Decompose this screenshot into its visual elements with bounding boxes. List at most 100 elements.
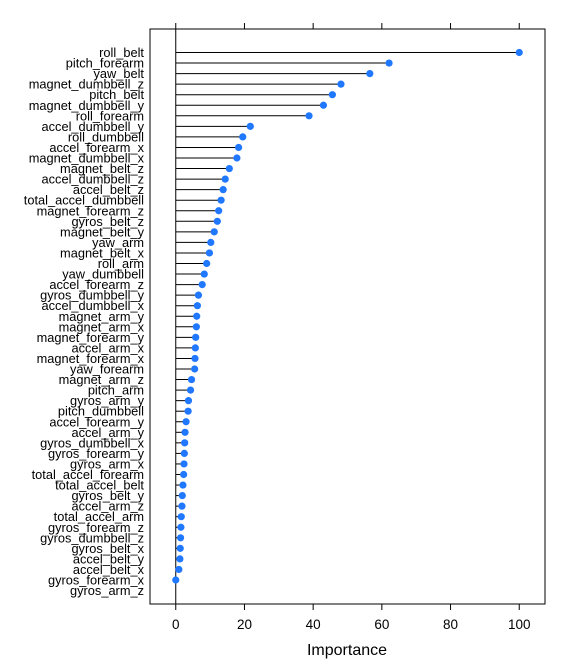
data-point (366, 70, 374, 78)
category-label: magnet_forearm_z (37, 203, 144, 218)
category-label: magnet_arm_z (59, 372, 144, 387)
category-label: accel_belt_x (73, 562, 145, 577)
data-point (225, 164, 233, 173)
data-point (178, 492, 186, 500)
data-point (215, 207, 223, 215)
x-axis-title: Importance (307, 642, 387, 659)
data-point (305, 112, 313, 120)
category-label: gyros_dumbbell_z (40, 530, 144, 545)
data-point (180, 449, 188, 457)
category-label: magnet_dumbbell_z (29, 77, 144, 92)
category-label: total_accel_belt (55, 478, 144, 493)
category-label: pitch_forearm (66, 56, 144, 71)
data-point (182, 418, 190, 426)
x-tick-label: 0 (172, 617, 180, 632)
data-point (235, 143, 243, 152)
data-point (239, 133, 247, 141)
category-label: gyros_belt_z (71, 214, 144, 229)
data-point (176, 534, 185, 542)
plot-frame (149, 28, 546, 605)
category-label: gyros_forearm_z (48, 520, 144, 535)
category-label: gyros_belt_x (71, 541, 144, 556)
category-label: magnet_belt_z (60, 161, 144, 176)
x-tick-label: 80 (443, 617, 458, 632)
category-label: accel_forearm_x (49, 140, 144, 155)
category-label: roll_arm (98, 256, 144, 271)
category-label: accel_dumbbell_z (42, 172, 144, 187)
data-point (200, 270, 208, 278)
data-point (246, 122, 254, 130)
category-label: roll_belt (99, 45, 144, 60)
data-point (176, 544, 184, 552)
data-point (221, 175, 229, 183)
data-point (181, 439, 189, 447)
category-label: gyros_dumbbell_x (40, 435, 144, 450)
data-point (172, 576, 180, 584)
category-label: pitch_belt (89, 87, 144, 102)
category-label: gyros_belt_y (71, 488, 144, 503)
data-point (198, 281, 206, 289)
category-label: gyros_arm_y (70, 393, 145, 408)
data-point (205, 249, 214, 257)
category-label: gyros_arm_z (70, 583, 144, 598)
category-label: accel_belt_y (73, 551, 145, 566)
data-point (191, 344, 199, 352)
data-point (177, 523, 185, 531)
category-label: yaw_dumbbell (62, 267, 144, 282)
category-label: magnet_forearm_x (37, 351, 145, 366)
category-label: accel_arm_x (71, 340, 144, 355)
category-label: yaw_arm (92, 235, 144, 250)
category-label: accel_forearm_y (49, 414, 144, 429)
data-point (176, 555, 184, 563)
x-axis: 0 20 40 60 80 100 (172, 23, 531, 632)
data-point (203, 259, 211, 268)
category-label: magnet_dumbbell_y (29, 98, 145, 113)
data-point (179, 481, 187, 489)
data-point (184, 397, 193, 405)
data-point (328, 91, 336, 99)
data-point (193, 312, 201, 320)
category-label: yaw_belt (93, 66, 144, 81)
data-point (192, 323, 200, 331)
x-tick-label: 40 (306, 617, 321, 632)
category-label: accel_dumbbell_x (42, 298, 145, 313)
category-label: accel_belt_z (73, 182, 144, 197)
data-point (194, 291, 203, 299)
category-label: pitch_dumbbell (58, 404, 144, 419)
category-label: pitch_arm (88, 383, 144, 398)
category-label: accel_dumbbell_y (42, 119, 145, 134)
category-label: magnet_dumbbell_x (29, 151, 145, 166)
category-label: yaw_forearm (70, 362, 144, 377)
x-tick-label: 100 (508, 617, 531, 632)
data-point (177, 513, 185, 521)
data-point (210, 228, 218, 236)
category-label: gyros_forearm_x (48, 573, 145, 588)
category-label: magnet_belt_x (60, 245, 145, 260)
data-point (233, 154, 241, 162)
data-point (515, 48, 523, 57)
data-point (180, 460, 188, 468)
data-point (219, 186, 227, 194)
data-point (319, 101, 328, 109)
category-label: roll_dumbbell (68, 129, 144, 144)
category-label: total_accel_dumbbell (24, 193, 144, 208)
data-point (192, 333, 200, 341)
data-point (337, 80, 345, 88)
category-label: magnet_arm_x (59, 319, 145, 334)
data-point (175, 565, 183, 574)
category-label: total_accel_arm (54, 509, 144, 524)
category-label: magnet_belt_y (60, 224, 145, 239)
data-point (181, 428, 189, 436)
x-tick-label: 60 (374, 617, 389, 632)
data-point (184, 407, 192, 415)
category-label: magnet_forearm_y (37, 330, 145, 345)
data-point (186, 386, 195, 394)
data-point (213, 217, 221, 225)
data-point (217, 196, 225, 204)
category-label: total_accel_forearm (32, 467, 144, 482)
data-marks: roll_beltpitch_forearmyaw_beltmagnet_dum… (24, 29, 523, 604)
category-label: accel_arm_z (71, 499, 144, 514)
data-point (191, 365, 199, 373)
category-label: roll_forearm (76, 108, 144, 123)
